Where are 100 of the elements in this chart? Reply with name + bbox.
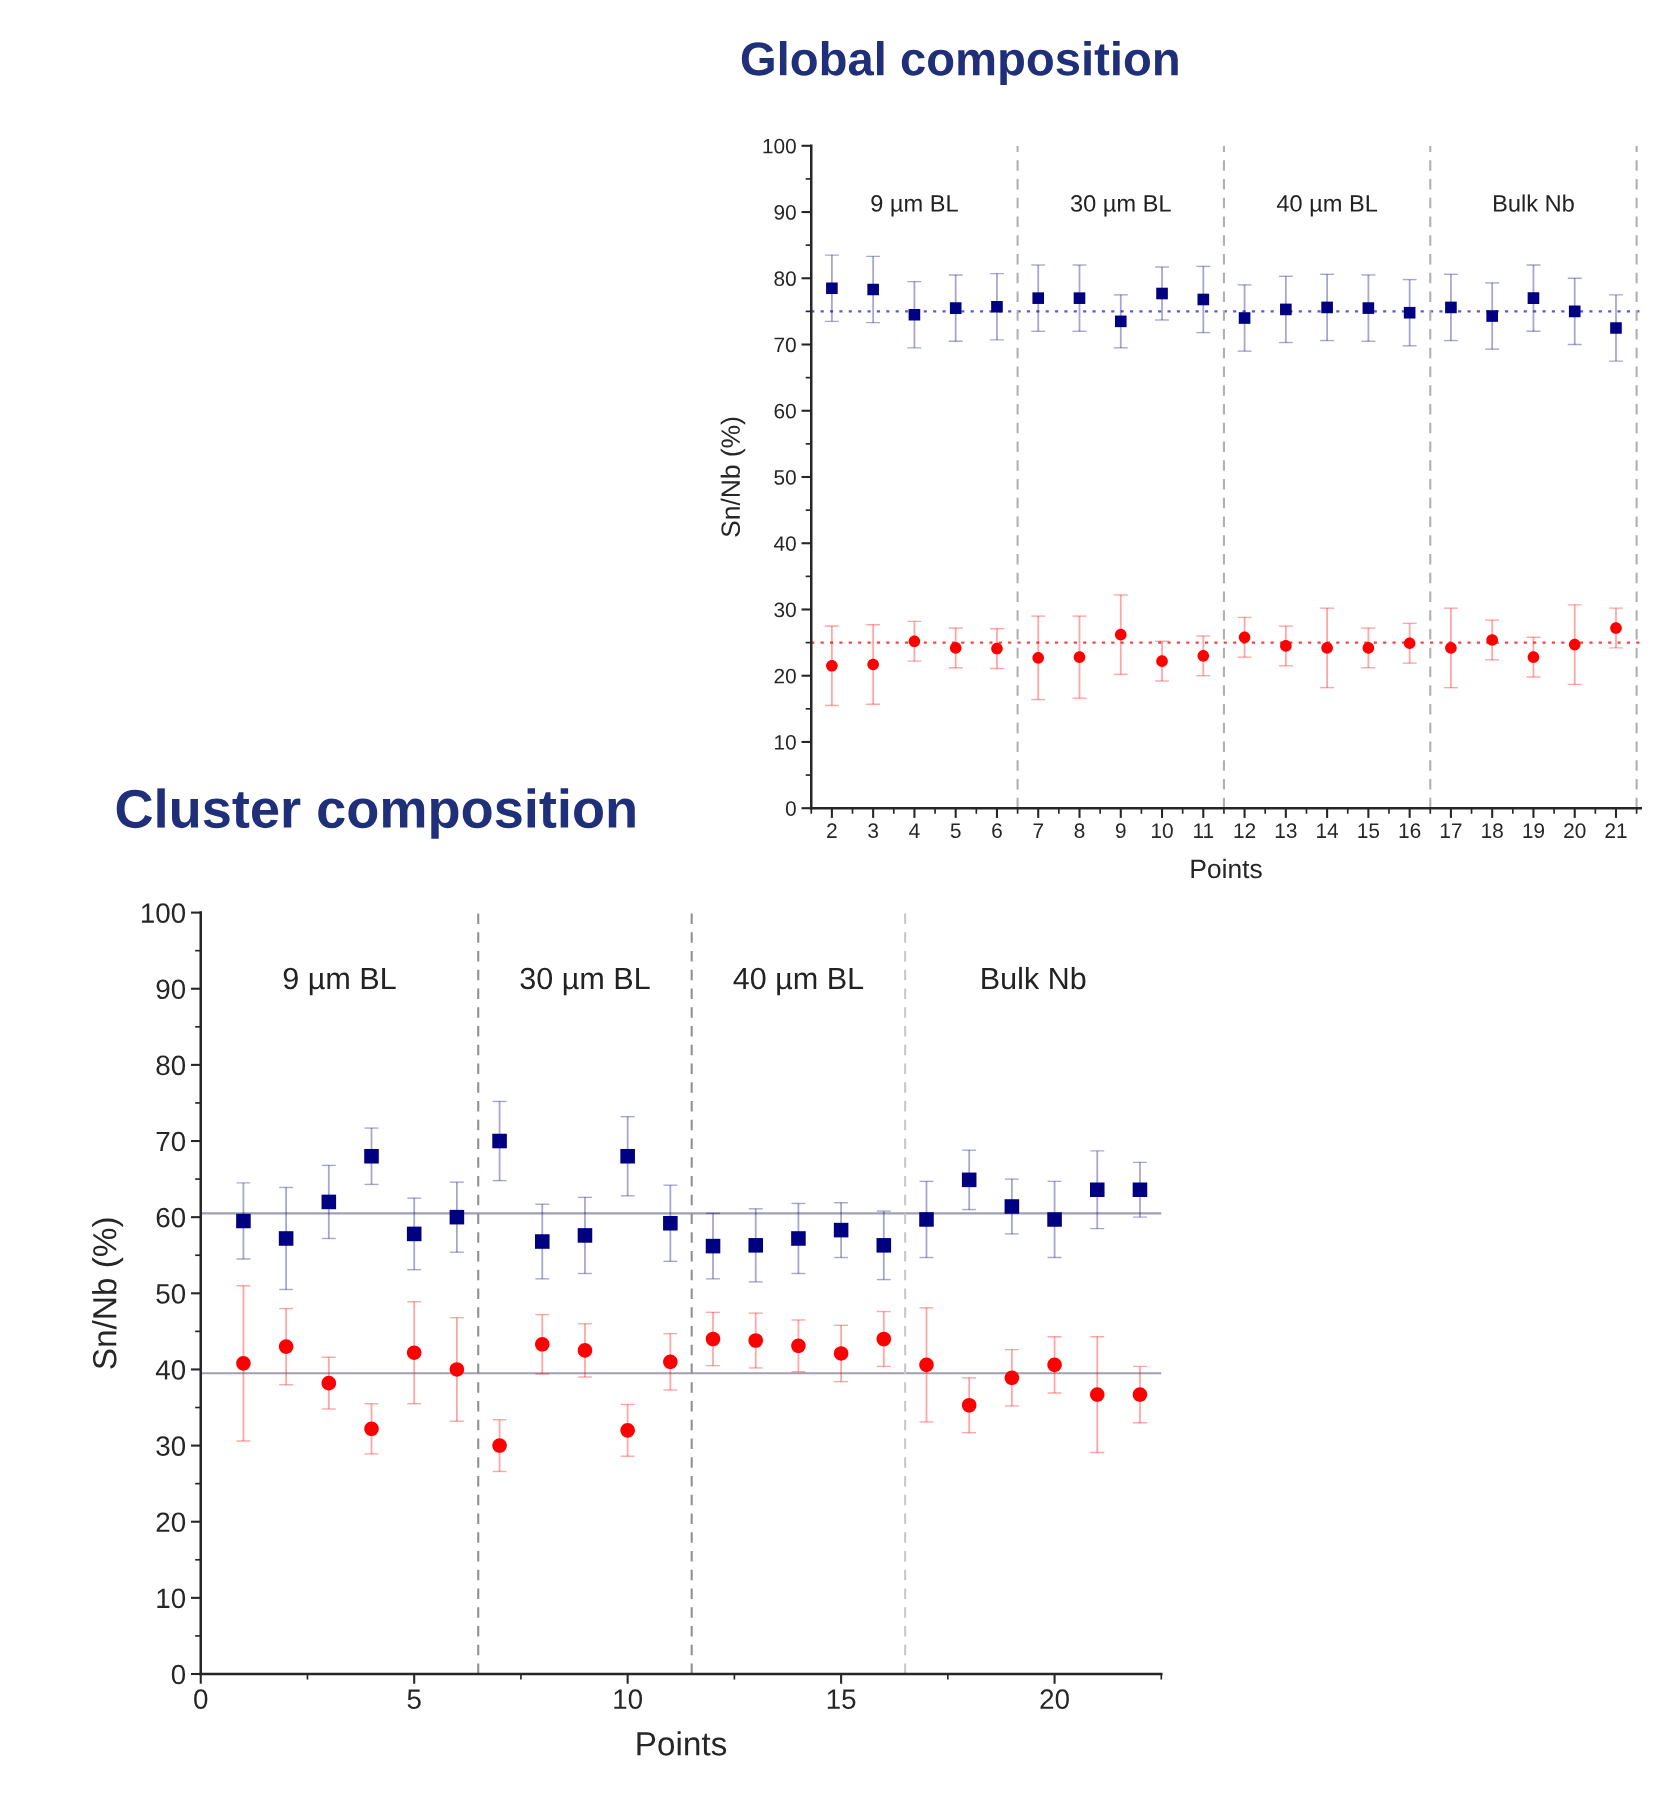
point xyxy=(1238,312,1251,324)
point xyxy=(1089,1387,1105,1402)
x-tick-label: 14 xyxy=(1317,823,1339,838)
point xyxy=(1527,292,1540,304)
x-axis-title: Points xyxy=(1191,858,1262,879)
point xyxy=(961,1397,977,1413)
point xyxy=(949,302,962,314)
point xyxy=(1445,301,1457,314)
point xyxy=(278,1231,294,1246)
x-tick-label: 11 xyxy=(1194,823,1214,838)
y-tick-label: 0 xyxy=(785,801,796,816)
point xyxy=(1004,1370,1020,1386)
y-tick-label: 0 xyxy=(171,1664,186,1685)
point xyxy=(1486,310,1498,322)
point xyxy=(826,659,838,672)
point xyxy=(406,1345,422,1360)
point xyxy=(620,1148,635,1164)
point xyxy=(663,1215,678,1231)
point xyxy=(1197,293,1210,306)
point xyxy=(991,300,1003,313)
point xyxy=(620,1423,635,1438)
point xyxy=(1047,1212,1062,1227)
point xyxy=(1486,634,1498,646)
point xyxy=(1527,651,1540,663)
y-tick-label: 70 xyxy=(774,337,796,353)
y-tick-label: 50 xyxy=(774,470,796,485)
x-tick-label: 17 xyxy=(1440,823,1462,838)
point xyxy=(449,1209,465,1225)
point xyxy=(826,282,838,295)
point xyxy=(1032,292,1045,304)
point xyxy=(748,1238,764,1253)
x-tick-label: 16 xyxy=(1399,823,1421,839)
y-tick-label: 60 xyxy=(156,1207,186,1228)
y-tick-label: 90 xyxy=(774,205,796,220)
point xyxy=(406,1226,422,1242)
point xyxy=(867,658,879,671)
y-tick-label: 80 xyxy=(156,1055,186,1076)
x-tick-label: 5 xyxy=(407,1689,421,1709)
annotation: Bulk Nb xyxy=(982,966,1086,990)
point xyxy=(791,1338,806,1354)
point xyxy=(748,1333,764,1348)
point xyxy=(833,1222,849,1238)
x-tick-label: 21 xyxy=(1605,823,1627,838)
x-tick-label: 10 xyxy=(1152,823,1173,839)
point xyxy=(1403,637,1416,650)
point xyxy=(492,1133,507,1149)
point xyxy=(321,1194,337,1210)
point xyxy=(833,1346,849,1361)
point xyxy=(705,1331,721,1347)
x-tick-label: 0 xyxy=(194,1689,208,1709)
point xyxy=(236,1213,251,1229)
point xyxy=(278,1339,294,1354)
annotation: 30 µm BL xyxy=(1070,195,1171,217)
y-tick-label: 10 xyxy=(775,734,796,750)
y-tick-label: 30 xyxy=(774,602,796,618)
x-tick-label: 15 xyxy=(827,1689,856,1709)
point xyxy=(1568,638,1581,651)
point xyxy=(577,1228,593,1243)
y-tick-label: 10 xyxy=(157,1588,186,1609)
y-tick-label: 60 xyxy=(774,403,796,419)
x-axis-title: Points xyxy=(637,1731,727,1756)
x-tick-label: 6 xyxy=(992,823,1002,839)
point xyxy=(1238,631,1251,644)
annotation: 40 µm BL xyxy=(733,967,864,996)
y-tick-label: 40 xyxy=(773,536,796,551)
x-tick-label: 2 xyxy=(827,823,837,838)
y-tick-label: 30 xyxy=(156,1436,186,1456)
point xyxy=(1610,322,1622,334)
annotation: Bulk Nb xyxy=(1494,194,1574,212)
point xyxy=(364,1421,379,1437)
y-tick-label: 90 xyxy=(156,979,186,1000)
y-tick-label: 80 xyxy=(774,271,796,287)
point xyxy=(534,1234,550,1249)
point xyxy=(1132,1387,1148,1402)
point xyxy=(705,1238,721,1254)
x-tick-label: 19 xyxy=(1523,823,1545,839)
x-tick-label: 18 xyxy=(1482,823,1503,839)
point xyxy=(919,1212,934,1227)
point xyxy=(867,283,879,296)
point xyxy=(1280,640,1292,652)
y-axis-title: Sn/Nb (%) xyxy=(720,417,746,537)
point xyxy=(364,1148,379,1164)
x-tick-label: 13 xyxy=(1275,823,1297,839)
point xyxy=(1610,622,1622,634)
point xyxy=(791,1231,806,1246)
y-tick-label: 100 xyxy=(763,138,796,154)
point xyxy=(876,1331,892,1347)
x-tick-label: 20 xyxy=(1564,823,1586,839)
point xyxy=(991,642,1003,655)
point xyxy=(1047,1357,1062,1373)
point xyxy=(876,1238,892,1253)
y-tick-label: 20 xyxy=(156,1512,186,1533)
point xyxy=(908,635,921,648)
point xyxy=(1004,1199,1020,1214)
annotation: 30 µm BL xyxy=(520,967,650,996)
point xyxy=(908,308,921,321)
point xyxy=(1321,301,1333,314)
y-tick-label: 50 xyxy=(156,1283,186,1304)
y-tick-label: 40 xyxy=(155,1360,186,1380)
point xyxy=(1073,292,1086,304)
